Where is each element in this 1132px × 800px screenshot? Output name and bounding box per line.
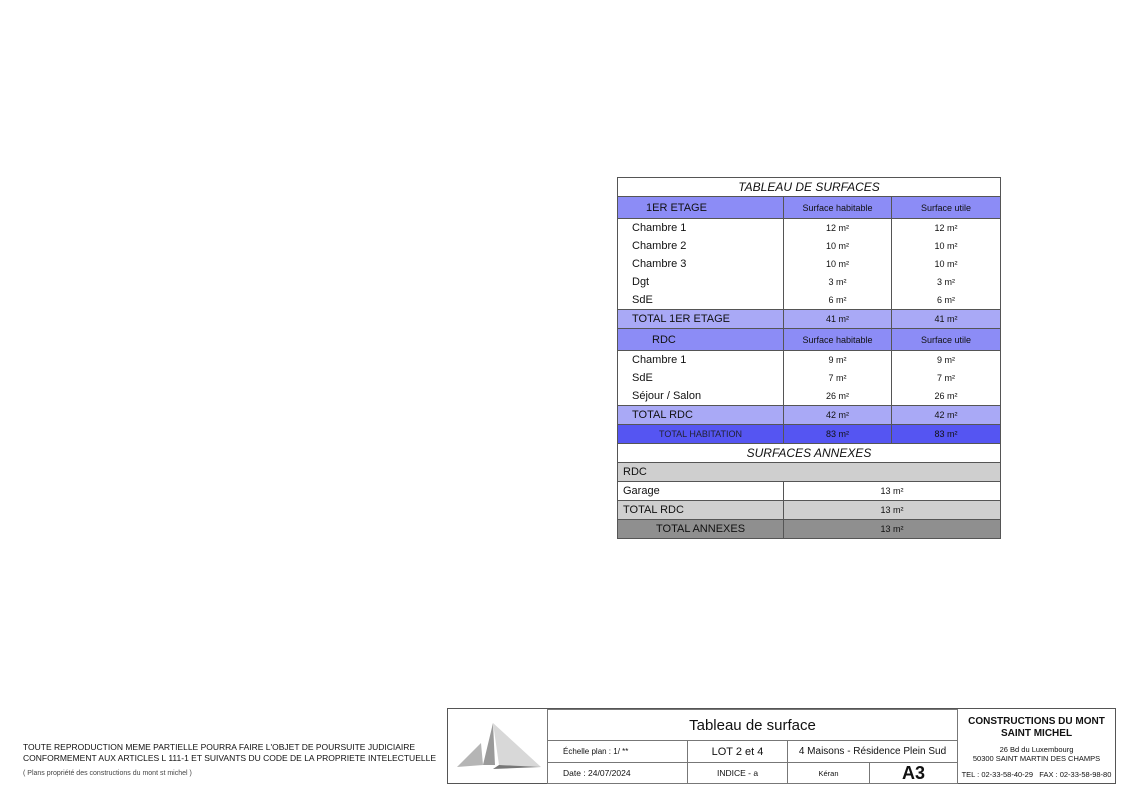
total-value: 41 m² xyxy=(891,309,1001,329)
table-row: Dgt 3 m² 3 m² xyxy=(617,273,1001,291)
section-label: RDC xyxy=(617,328,784,351)
section-label: 1ER ETAGE xyxy=(617,196,784,219)
annex-value: 13 m² xyxy=(783,519,1001,539)
room-name: Dgt xyxy=(617,273,784,291)
room-name: Chambre 2 xyxy=(617,237,784,255)
logo xyxy=(448,709,548,783)
room-name: SdE xyxy=(617,291,784,310)
address: 50300 SAINT MARTIN DES CHAMPS xyxy=(972,754,1101,763)
total-habitation-label: TOTAL HABITATION xyxy=(617,424,784,444)
table-row: Séjour / Salon 26 m² 26 m² xyxy=(617,387,1001,406)
area-value: 7 m² xyxy=(783,369,892,387)
total-label: TOTAL RDC xyxy=(617,405,784,425)
address: 26 Bd du Luxembourg xyxy=(999,745,1074,754)
room-name: Chambre 1 xyxy=(617,350,784,369)
area-value: 26 m² xyxy=(783,387,892,406)
table-row: SdE 7 m² 7 m² xyxy=(617,369,1001,387)
area-value: 26 m² xyxy=(891,387,1001,406)
area-value: 6 m² xyxy=(783,291,892,310)
area-value: 12 m² xyxy=(891,218,1001,237)
annexes-title: SURFACES ANNEXES xyxy=(617,443,1001,463)
col-header: Surface habitable xyxy=(783,328,892,351)
scale: Échelle plan : 1/ ** xyxy=(547,740,688,763)
total-value: 41 m² xyxy=(783,309,892,329)
lot: LOT 2 et 4 xyxy=(687,740,788,763)
annex-value: 13 m² xyxy=(783,481,1001,501)
title-block: Tableau de surface Échelle plan : 1/ ** … xyxy=(447,708,1116,784)
surface-table: TABLEAU DE SURFACES 1ER ETAGE Surface hab… xyxy=(617,177,1001,539)
legal-note: ( Plans propriété des constructions du m… xyxy=(23,770,192,777)
annex-total-label: TOTAL ANNEXES xyxy=(617,519,784,539)
contact: TEL : 02-33-58-40-29 FAX : 02-33-58-98-8… xyxy=(961,770,1112,779)
total-label: TOTAL 1ER ETAGE xyxy=(617,309,784,329)
area-value: 10 m² xyxy=(891,237,1001,255)
commune: Kéran xyxy=(787,762,870,784)
area-value: 10 m² xyxy=(891,255,1001,273)
area-value: 9 m² xyxy=(891,350,1001,369)
annex-value: 13 m² xyxy=(783,500,1001,520)
date: Date : 24/07/2024 xyxy=(547,762,688,784)
annex-total-label: TOTAL RDC xyxy=(617,500,784,520)
company-info: CONSTRUCTIONS DU MONT SAINT MICHEL 26 Bd… xyxy=(957,709,1115,783)
logo-icon xyxy=(456,723,541,769)
indice: INDICE - a xyxy=(687,762,788,784)
area-value: 10 m² xyxy=(783,237,892,255)
total-value: 42 m² xyxy=(891,405,1001,425)
area-value: 9 m² xyxy=(783,350,892,369)
col-header: Surface utile xyxy=(891,196,1001,219)
room-name: SdE xyxy=(617,369,784,387)
area-value: 7 m² xyxy=(891,369,1001,387)
drawing-title: Tableau de surface xyxy=(547,709,958,741)
company-name: CONSTRUCTIONS DU MONT SAINT MICHEL xyxy=(968,716,1105,739)
annex-section: RDC xyxy=(617,462,1001,482)
room-name: Chambre 3 xyxy=(617,255,784,273)
area-value: 12 m² xyxy=(783,218,892,237)
area-value: 6 m² xyxy=(891,291,1001,310)
total-value: 42 m² xyxy=(783,405,892,425)
legal-line: TOUTE REPRODUCTION MEME PARTIELLE POURRA… xyxy=(23,742,416,752)
area-value: 10 m² xyxy=(783,255,892,273)
col-header: Surface habitable xyxy=(783,196,892,219)
legal-line: CONFORMEMENT AUX ARTICLES L 111-1 ET SUI… xyxy=(23,753,436,763)
area-value: 3 m² xyxy=(783,273,892,291)
legal-notice: TOUTE REPRODUCTION MEME PARTIELLE POURRA… xyxy=(23,742,436,779)
col-header: Surface utile xyxy=(891,328,1001,351)
table-row: Chambre 1 12 m² 12 m² xyxy=(617,218,1001,237)
annex-label: Garage xyxy=(617,481,784,501)
area-value: 3 m² xyxy=(891,273,1001,291)
table-row: Chambre 3 10 m² 10 m² xyxy=(617,255,1001,273)
table-title: TABLEAU DE SURFACES xyxy=(617,177,1001,197)
paper-format: A3 xyxy=(869,762,958,784)
project: 4 Maisons - Résidence Plein Sud xyxy=(787,740,958,763)
room-name: Chambre 1 xyxy=(617,218,784,237)
room-name: Séjour / Salon xyxy=(617,387,784,406)
total-value: 83 m² xyxy=(891,424,1001,444)
table-row: Chambre 2 10 m² 10 m² xyxy=(617,237,1001,255)
total-value: 83 m² xyxy=(783,424,892,444)
table-row: SdE 6 m² 6 m² xyxy=(617,291,1001,310)
